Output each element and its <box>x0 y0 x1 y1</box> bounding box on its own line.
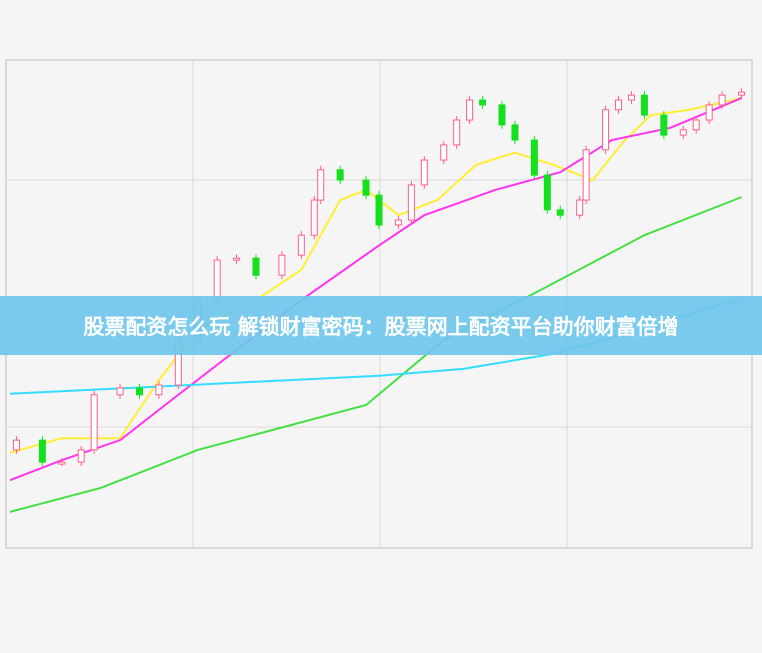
candle-body <box>394 219 402 226</box>
candle-body <box>453 119 461 146</box>
candle-body <box>582 149 590 201</box>
candle-body <box>498 104 506 126</box>
candle-body <box>479 99 487 106</box>
candle-body <box>440 144 448 161</box>
candle-body <box>556 209 564 216</box>
candle-body <box>77 449 85 463</box>
candle-body <box>317 169 325 201</box>
candle-body <box>297 234 305 256</box>
candle-body <box>530 139 538 176</box>
candle-body <box>627 94 635 101</box>
candle-body <box>692 119 700 131</box>
ma-line-1 <box>9 97 742 454</box>
candle-body <box>602 109 610 151</box>
candle-body <box>718 94 726 106</box>
candle-body <box>576 199 584 216</box>
candle-body <box>90 394 98 451</box>
candle-body <box>420 159 428 186</box>
candle-body <box>640 94 648 116</box>
candle-body <box>252 257 260 276</box>
candle-body <box>660 114 668 136</box>
candle-body <box>615 99 623 111</box>
candle-body <box>116 387 124 396</box>
candle-body <box>155 384 163 396</box>
candle-body <box>38 439 46 463</box>
ma-line-2 <box>9 97 742 482</box>
candle-body <box>375 194 383 226</box>
candle-body <box>738 91 746 96</box>
candle-body <box>12 439 20 451</box>
candle-body <box>362 179 370 196</box>
candle-body <box>336 169 344 181</box>
candle-body <box>278 254 286 276</box>
candle-body <box>58 461 66 465</box>
candle-body <box>705 104 713 121</box>
candle-body <box>543 174 551 211</box>
candles <box>12 88 746 467</box>
title-banner: 股票配资怎么玩 解锁财富密码：股票网上配资平台助你财富倍增 <box>0 296 762 355</box>
ma-line-3 <box>9 196 742 513</box>
candle-body <box>407 184 415 221</box>
candle-body <box>466 99 474 121</box>
candle-body <box>135 387 143 396</box>
candle-body <box>679 129 687 136</box>
candle-body <box>233 257 241 261</box>
banner-title: 股票配资怎么玩 解锁财富密码：股票网上配资平台助你财富倍增 <box>83 314 679 339</box>
candle-body <box>213 259 221 301</box>
candle-body <box>310 199 318 236</box>
candle-body <box>511 124 519 141</box>
